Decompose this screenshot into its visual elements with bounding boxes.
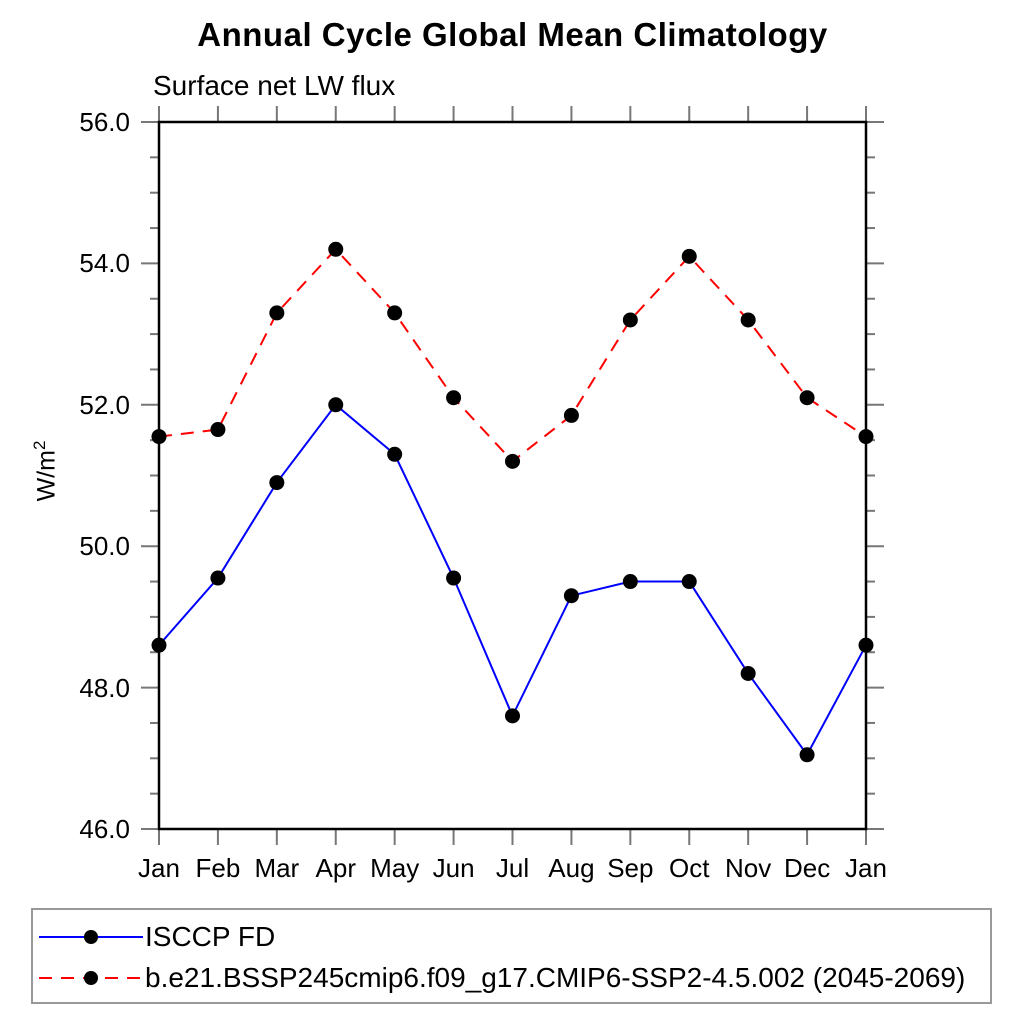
x-tick-label: Jun — [432, 853, 475, 883]
data-point-marker — [858, 429, 874, 445]
x-tick-label: Jan — [845, 853, 887, 883]
series-line-1 — [158, 247, 867, 463]
data-point-marker — [681, 574, 697, 590]
legend-label-model-run: b.e21.BSSP245cmip6.f09_g17.CMIP6-SSP2-4.… — [145, 962, 966, 993]
y-tick-label: 46.0 — [79, 814, 130, 844]
y-tick-label: 50.0 — [79, 531, 130, 562]
data-point-marker — [151, 637, 167, 653]
legend-sample-marker — [84, 930, 98, 944]
x-tick-label: Apr — [315, 853, 356, 883]
x-tick-label: Nov — [725, 853, 772, 883]
y-tick-label: 48.0 — [79, 672, 130, 703]
y-tick-label: 56.0 — [79, 107, 130, 137]
data-point-marker — [269, 305, 285, 321]
x-tick-label: Sep — [607, 853, 654, 883]
data-point-marker — [387, 446, 403, 462]
x-tick-label: Feb — [195, 853, 241, 883]
data-point-marker — [210, 422, 226, 438]
legend-sample-marker — [84, 971, 98, 985]
data-point-marker — [446, 390, 462, 406]
data-point-marker — [387, 305, 403, 321]
data-point-marker — [740, 665, 756, 681]
data-point-marker — [740, 312, 756, 328]
legend-item-isccp-fd: ISCCP FD — [39, 921, 276, 952]
data-point-marker — [563, 407, 579, 423]
data-point-marker — [505, 453, 520, 469]
data-point-marker — [563, 588, 579, 604]
plot-frame — [157, 120, 868, 831]
chart-subtitle: Surface net LW flux — [153, 70, 396, 101]
data-point-marker — [681, 248, 697, 264]
x-tick-label: May — [370, 853, 420, 883]
x-tick-label: Jan — [138, 853, 180, 883]
legend-label-isccp-fd: ISCCP FD — [145, 921, 276, 952]
x-tick-label: Jul — [495, 853, 530, 883]
x-tick-label: Dec — [783, 853, 831, 883]
y-tick-label: 52.0 — [79, 389, 130, 420]
legend-box: ISCCP FD b.e21.BSSP245cmip6.f09_g17.CMIP… — [31, 908, 992, 1004]
data-point-marker — [446, 570, 462, 586]
data-point-marker — [799, 747, 815, 763]
data-point-marker — [858, 637, 874, 653]
x-tick-label: Aug — [548, 853, 595, 883]
data-point-marker — [151, 429, 167, 445]
legend-line-sample-dashed — [39, 971, 143, 985]
legend-item-model-run: b.e21.BSSP245cmip6.f09_g17.CMIP6-SSP2-4.… — [39, 962, 966, 993]
x-tick-label: Mar — [254, 853, 300, 883]
y-tick-label: 54.0 — [79, 248, 130, 279]
data-point-marker — [328, 397, 344, 413]
data-point-marker — [622, 574, 638, 590]
data-point-marker — [622, 312, 638, 328]
data-point-marker — [269, 475, 285, 491]
chart-title: Annual Cycle Global Mean Climatology — [197, 16, 828, 53]
data-point-marker — [210, 570, 226, 586]
data-point-marker — [505, 708, 520, 724]
x-tick-label: Oct — [669, 853, 710, 883]
data-point-marker — [328, 241, 344, 257]
data-point-marker — [799, 390, 815, 406]
legend-line-sample-solid — [39, 930, 143, 944]
